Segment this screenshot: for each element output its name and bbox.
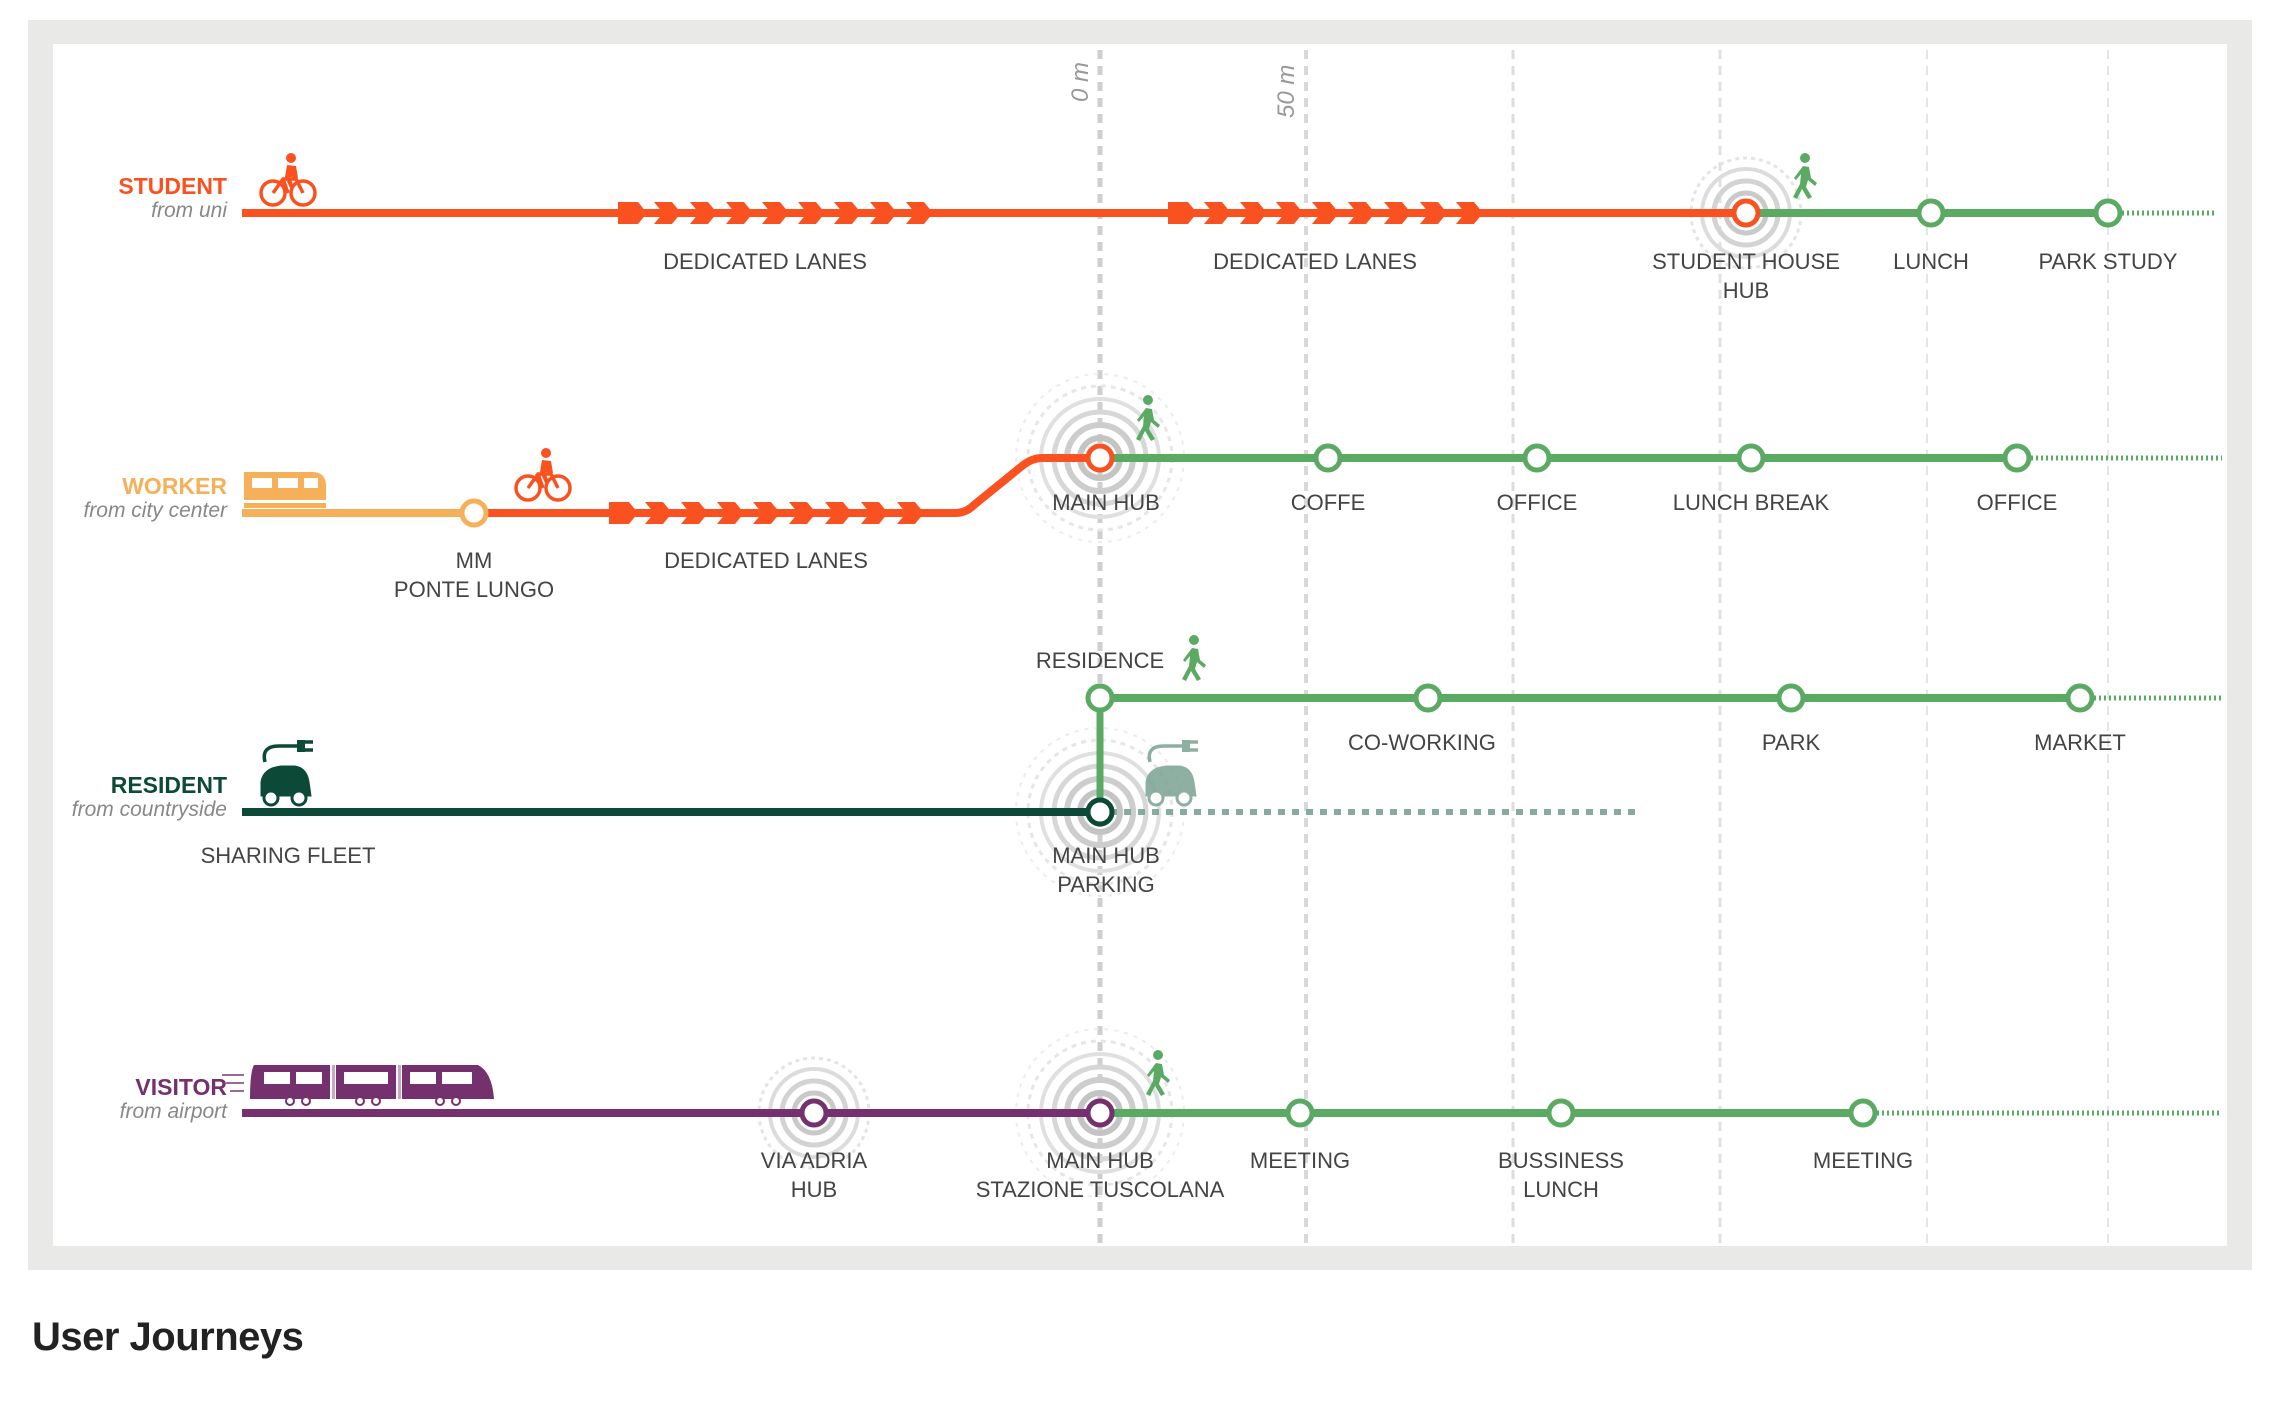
stop-label: BUSSINESS	[1498, 1148, 1624, 1173]
distance-guides	[1097, 50, 2109, 1245]
diagram-panel	[53, 44, 2227, 1246]
student-row: STUDENT from uni DEDICATED LANES DEDICAT…	[118, 151, 2215, 303]
stop-markers	[459, 443, 2032, 528]
walking-person-icon	[1182, 635, 1206, 681]
stop-label: PARK	[1762, 730, 1821, 755]
stop-label: PONTE LUNGO	[394, 577, 554, 602]
visitor-row: VISITOR from airport	[120, 1050, 2222, 1202]
stop-label: MAIN HUB	[1052, 490, 1160, 515]
stop-label: SHARING FLEET	[201, 843, 376, 868]
stop-markers	[1731, 198, 2123, 228]
stop-label: PARK STUDY	[2039, 249, 2178, 274]
stop-label: DEDICATED LANES	[1213, 249, 1417, 274]
hub-ripples	[759, 158, 1801, 1197]
distance-label-50m: 50 m	[1273, 65, 1300, 118]
stop-label: MEETING	[1250, 1148, 1350, 1173]
stop-label: LUNCH	[1523, 1177, 1599, 1202]
stop-label: COFFE	[1291, 490, 1366, 515]
distance-label-0m: 0 m	[1067, 62, 1094, 102]
resident-row: RESIDENT from countryside SHARING FLEET …	[72, 635, 2222, 897]
stop-label: RESIDENCE	[1036, 648, 1164, 673]
stop-markers	[799, 1098, 1878, 1128]
stop-label: DEDICATED LANES	[663, 249, 867, 274]
stop-label: OFFICE	[1497, 490, 1578, 515]
tram-icon	[244, 472, 326, 508]
row-subtitle: from uni	[151, 199, 228, 222]
figure-caption: User Journeys	[32, 1315, 304, 1359]
stop-markers	[1085, 683, 2095, 827]
stop-label: PARKING	[1057, 872, 1154, 897]
stop-label: STUDENT HOUSE	[1652, 249, 1840, 274]
stop-label: LUNCH BREAK	[1673, 490, 1830, 515]
stop-label: MAIN HUB	[1046, 1148, 1154, 1173]
bicycle-icon	[514, 446, 572, 502]
stop-label: VIA ADRIA	[761, 1148, 868, 1173]
stop-label: DEDICATED LANES	[664, 548, 868, 573]
dedicated-lane-arrows	[609, 502, 924, 524]
row-subtitle: from airport	[120, 1100, 229, 1123]
dedicated-lane-arrows	[618, 202, 1483, 224]
row-name: VISITOR	[135, 1074, 227, 1100]
stop-label: MAIN HUB	[1052, 843, 1160, 868]
stop-label: HUB	[1723, 278, 1769, 303]
stop-label: CO-WORKING	[1348, 730, 1496, 755]
bicycle-icon	[259, 151, 317, 207]
stop-label: LUNCH	[1893, 249, 1969, 274]
row-name: RESIDENT	[111, 772, 227, 798]
stop-label: MM	[456, 548, 493, 573]
electric-car-icon	[259, 738, 315, 807]
electric-car-icon	[1144, 738, 1200, 807]
row-name: WORKER	[122, 473, 227, 499]
walking-person-icon	[1793, 153, 1817, 199]
row-subtitle: from city center	[83, 499, 228, 522]
walking-person-icon	[1136, 395, 1160, 441]
row-subtitle: from countryside	[72, 798, 227, 821]
row-name: STUDENT	[118, 173, 227, 199]
stop-label: STAZIONE TUSCOLANA	[976, 1177, 1225, 1202]
stop-label: OFFICE	[1977, 490, 2058, 515]
worker-row: WORKER from city center	[83, 395, 2222, 602]
train-icon	[222, 1065, 494, 1106]
stop-label: MARKET	[2034, 730, 2126, 755]
walking-person-icon	[1146, 1050, 1170, 1096]
stop-label: MEETING	[1813, 1148, 1913, 1173]
stop-label: HUB	[791, 1177, 837, 1202]
